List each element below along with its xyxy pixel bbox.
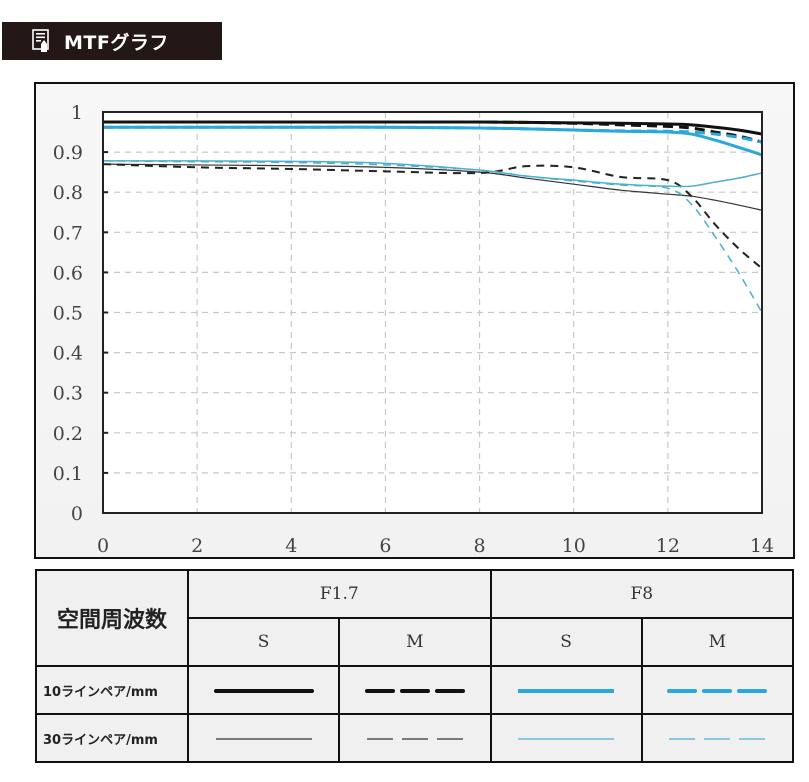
position-header-m: M	[640, 617, 795, 667]
aperture-header-f17: F1.7	[187, 569, 492, 619]
legend-swatch	[338, 713, 492, 763]
y-tick-label: 0.1	[53, 463, 83, 485]
x-tick-label: 14	[750, 535, 774, 557]
manual-page-pencil-icon	[32, 29, 49, 52]
y-tick-label: 0.4	[53, 343, 83, 365]
legend-swatch	[338, 665, 492, 715]
legend-table: 空間周波数 F1.7 F8 S M S M 10ラインペア/mm 30ラインペア…	[35, 569, 795, 763]
y-tick-label: 0.9	[53, 142, 83, 164]
y-tick-label: 1	[71, 102, 83, 124]
series-line	[103, 120, 763, 144]
x-tick-label: 6	[379, 535, 391, 557]
legend-swatch	[489, 713, 643, 763]
legend-swatch	[186, 665, 341, 715]
series-line	[102, 160, 763, 313]
x-tick-label: 4	[285, 535, 297, 557]
row-label-30lp: 30ラインペア/mm	[35, 713, 189, 763]
spatial-frequency-header: 空間周波数	[35, 569, 189, 667]
legend-swatch	[640, 713, 795, 763]
series-line	[102, 163, 763, 270]
legend-swatch	[489, 665, 643, 715]
legend-swatch	[640, 665, 795, 715]
section-title: MTFグラフ	[64, 31, 169, 54]
y-tick-label: 0.7	[53, 222, 83, 244]
x-tick-label: 2	[191, 535, 203, 557]
mtf-chart-plot: 00.10.20.30.40.50.60.70.80.910 2 4 6 8 10 12 14	[53, 102, 774, 557]
y-tick-label: 0.2	[53, 423, 83, 445]
position-header-s: S	[186, 617, 341, 667]
series-line	[102, 163, 763, 211]
y-tick-label: 0.3	[53, 383, 83, 405]
x-tick-label: 12	[656, 535, 680, 557]
x-tick-label: 8	[474, 535, 486, 557]
section-title-bar: MTFグラフ	[2, 22, 222, 60]
y-tick-label: 0	[71, 503, 83, 525]
x-tick-label: 0	[97, 535, 109, 557]
position-header-s: S	[489, 617, 643, 667]
plot-border	[102, 111, 763, 514]
position-header-m: M	[338, 617, 492, 667]
y-tick-label: 0.6	[53, 262, 83, 284]
mtf-chart: 0 0.1 0.2 0.3 0.4 0.5 0.6 0.7 0.8 0.9 1 0 2 4 6 8 10 12 14	[34, 82, 795, 559]
series-line	[102, 125, 763, 144]
x-tick-label: 10	[562, 535, 586, 557]
y-tick-label: 0.5	[53, 303, 83, 325]
aperture-header-f8: F8	[489, 569, 794, 619]
y-tick-label: 0.8	[53, 182, 83, 204]
legend-swatch	[186, 713, 341, 763]
row-label-10lp: 10ラインペア/mm	[35, 665, 189, 715]
